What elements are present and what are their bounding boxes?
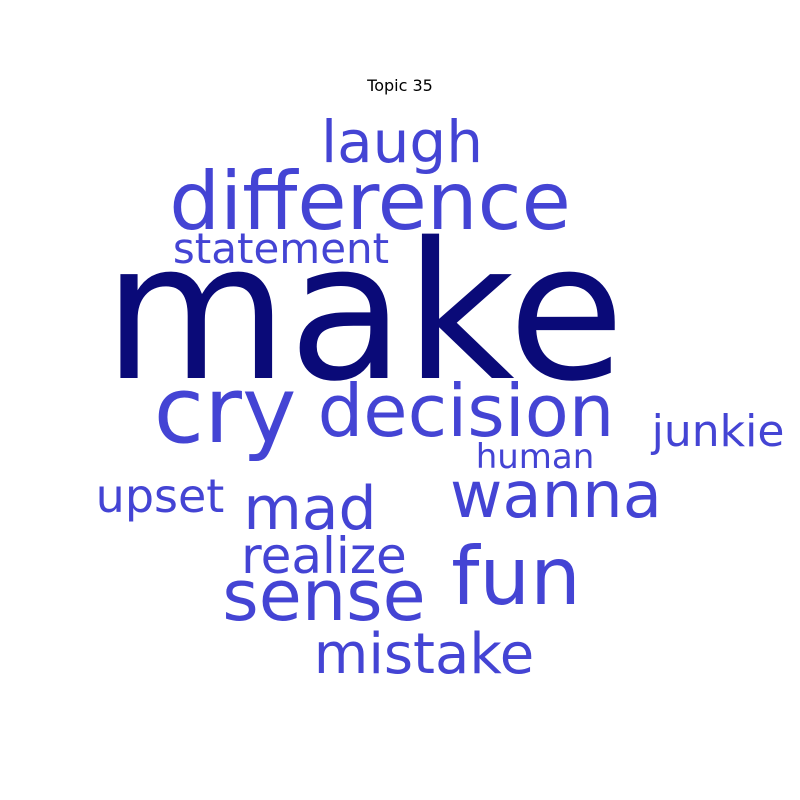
word-human: human	[475, 437, 595, 477]
word-make: make	[103, 202, 625, 423]
word-upset: upset	[95, 469, 225, 523]
word-decision: decision	[317, 369, 615, 453]
word-mistake: mistake	[313, 622, 535, 687]
word-fun: fun	[451, 530, 581, 623]
word-cry: cry	[153, 357, 297, 464]
word-junkie: junkie	[651, 406, 785, 457]
word-mad: mad	[243, 474, 377, 544]
word-realize: realize	[241, 527, 407, 585]
word-wanna: wanna	[450, 459, 662, 533]
word-laugh: laugh	[321, 108, 483, 176]
word-sense: sense	[222, 555, 426, 637]
word-cloud-title: Topic 35	[367, 76, 433, 95]
word-difference: difference	[169, 155, 571, 248]
word-statement: statement	[172, 224, 390, 273]
